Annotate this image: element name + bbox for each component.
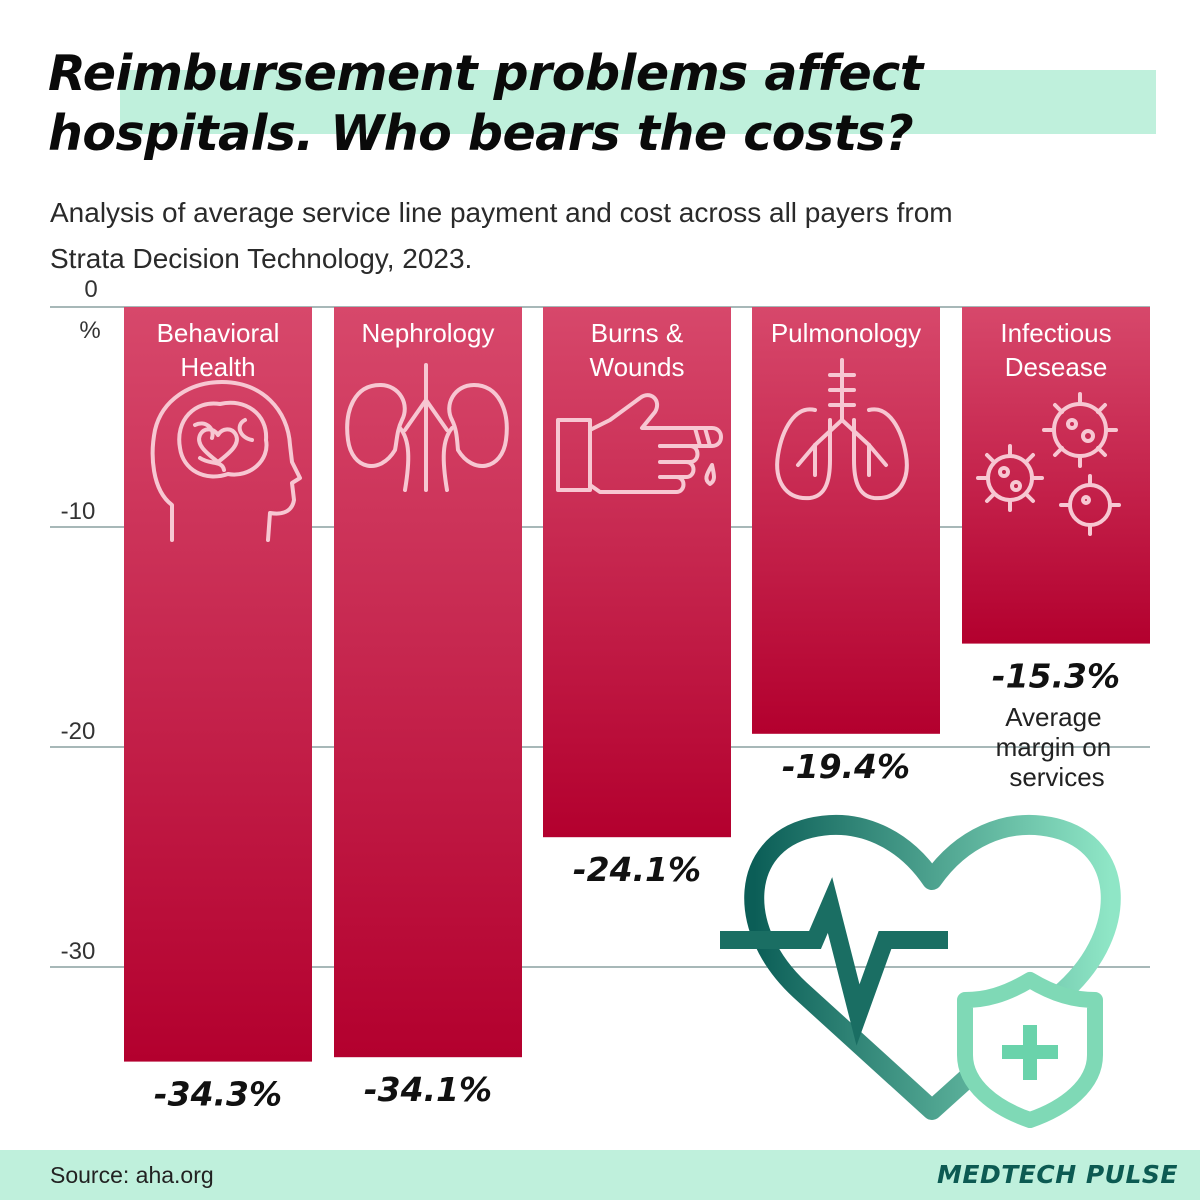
subtitle-line-2: Strata Decision Technology, 2023. [50, 243, 473, 274]
subtitle: Analysis of average service line payment… [50, 190, 953, 282]
burned-hand-icon [556, 393, 723, 494]
bar [543, 307, 731, 838]
brain-head-icon [150, 380, 302, 542]
heart-pulse-shield-icon [720, 814, 1121, 1128]
kidneys-icon [345, 363, 509, 492]
category-label: Burns & Wounds [590, 318, 685, 382]
value-label: -19.4% [782, 747, 910, 786]
category-label: Behavioral Health [157, 318, 280, 382]
category-label: Pulmonology [771, 318, 921, 348]
source-text: Source: aha.org [50, 1162, 214, 1188]
virus-icon [976, 392, 1121, 536]
value-label: -34.3% [154, 1075, 282, 1114]
title-highlight [120, 70, 1156, 134]
y-axis-unit-label: % [79, 317, 100, 344]
bar [752, 307, 940, 734]
annotation-line-2: margin on [996, 732, 1112, 762]
annotation-line-3: services [1009, 762, 1104, 792]
y-tick-label: -20 [61, 718, 96, 745]
value-label: -34.1% [364, 1070, 492, 1109]
bar [962, 307, 1150, 644]
footer: Source: aha.org MEDTECH PULSE [0, 1150, 1200, 1200]
page-title: Reimbursement problems affect hospitals.… [48, 44, 923, 164]
lungs-icon [775, 358, 909, 501]
annotation-line-1: Average [1005, 702, 1101, 732]
margin-annotation: Average margin on services [996, 702, 1119, 792]
subtitle-line-1: Analysis of average service line payment… [50, 197, 953, 228]
y-tick-label: -10 [61, 498, 96, 525]
brand-logo-text: MEDTECH PULSE [937, 1160, 1178, 1189]
bar-chart: 0 -10 -20 -30 % Behavioral Health Nephrology B… [50, 276, 1150, 1128]
y-tick-label: -30 [61, 938, 96, 965]
title-line-1: Reimbursement problems affect [48, 45, 923, 102]
value-label: -24.1% [573, 850, 701, 889]
category-label: Infectious Desease [1000, 318, 1111, 382]
value-label: -15.3% [992, 657, 1120, 696]
category-label: Nephrology [362, 318, 495, 348]
y-tick-label: 0 [84, 276, 97, 303]
title-line-2: hospitals. Who bears the costs? [48, 105, 914, 162]
